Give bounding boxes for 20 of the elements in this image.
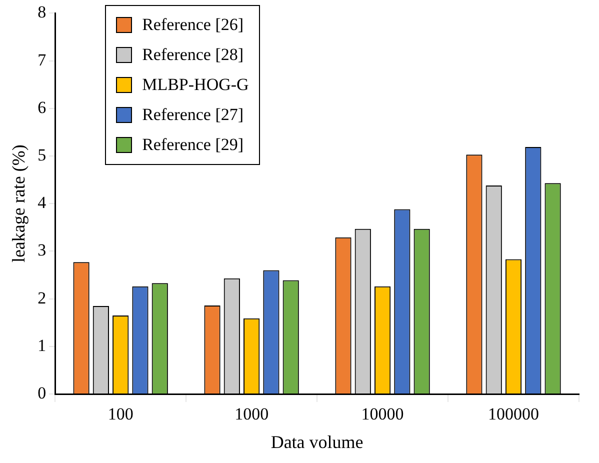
y-tick-label: 0 (38, 383, 46, 402)
y-tick-label: 7 (38, 50, 47, 70)
y-tick-label: 2 (38, 288, 46, 308)
x-tick-label: 1000 (234, 404, 269, 424)
legend-label: Reference [29] (142, 135, 244, 156)
legend-label: Reference [26] (142, 15, 244, 36)
y-axis-title: leakage rate (%) (8, 144, 29, 263)
legend-label: Reference [27] (142, 105, 244, 126)
x-tick-label: 100000 (488, 404, 540, 424)
y-tick-label: 4 (38, 193, 47, 212)
x-axis-title: Data volume (270, 432, 364, 452)
y-tick-label: 6 (38, 98, 46, 117)
y-tick-label: 8 (38, 2, 46, 22)
y-tick-label: 3 (38, 240, 46, 260)
x-tick-label: 100 (108, 404, 134, 424)
legend-label: MLBP-HOG-G (142, 75, 249, 96)
y-tick-label: 5 (38, 145, 46, 164)
x-tick-label: 10000 (361, 404, 404, 424)
legend-label: Reference [28] (142, 45, 244, 66)
y-tick-label: 1 (38, 336, 46, 355)
